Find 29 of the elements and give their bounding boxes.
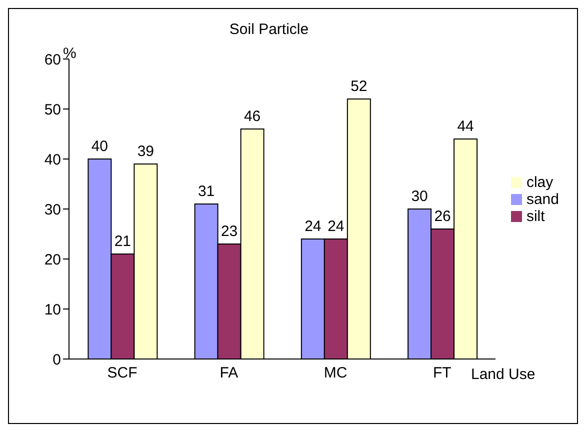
y-tick-label: 30 (44, 201, 61, 218)
y-tick-label: 40 (44, 151, 61, 168)
data-label: 21 (114, 233, 132, 250)
data-label: 30 (411, 188, 428, 205)
x-tick-label: FT (432, 364, 452, 382)
x-tick-label: SCF (107, 364, 138, 382)
data-label: 31 (198, 183, 215, 200)
data-label: 39 (137, 143, 154, 160)
y-tick-label: 50 (44, 101, 61, 118)
data-label: 24 (304, 218, 322, 235)
y-tick-label: 10 (44, 301, 61, 318)
y-tick-label: 60 (44, 51, 61, 68)
data-label: 52 (350, 78, 368, 95)
legend-label: clay (526, 174, 554, 190)
y-axis-title: % (63, 45, 76, 62)
legend-label: silt (526, 208, 545, 224)
data-label: 44 (457, 118, 474, 135)
y-tick-label: 0 (52, 351, 61, 368)
data-label: 46 (244, 108, 261, 125)
data-label: 23 (220, 223, 238, 240)
chart-title: Soil Particle (228, 21, 310, 38)
x-tick-label: MC (324, 364, 348, 382)
data-label: 40 (91, 138, 108, 155)
data-label: 24 (328, 218, 344, 235)
x-tick-label: FA (220, 364, 238, 382)
x-axis-title: Land Use (471, 366, 536, 383)
y-tick-label: 20 (44, 251, 61, 268)
legend-label: sand (526, 190, 559, 208)
data-label: 26 (434, 208, 451, 225)
